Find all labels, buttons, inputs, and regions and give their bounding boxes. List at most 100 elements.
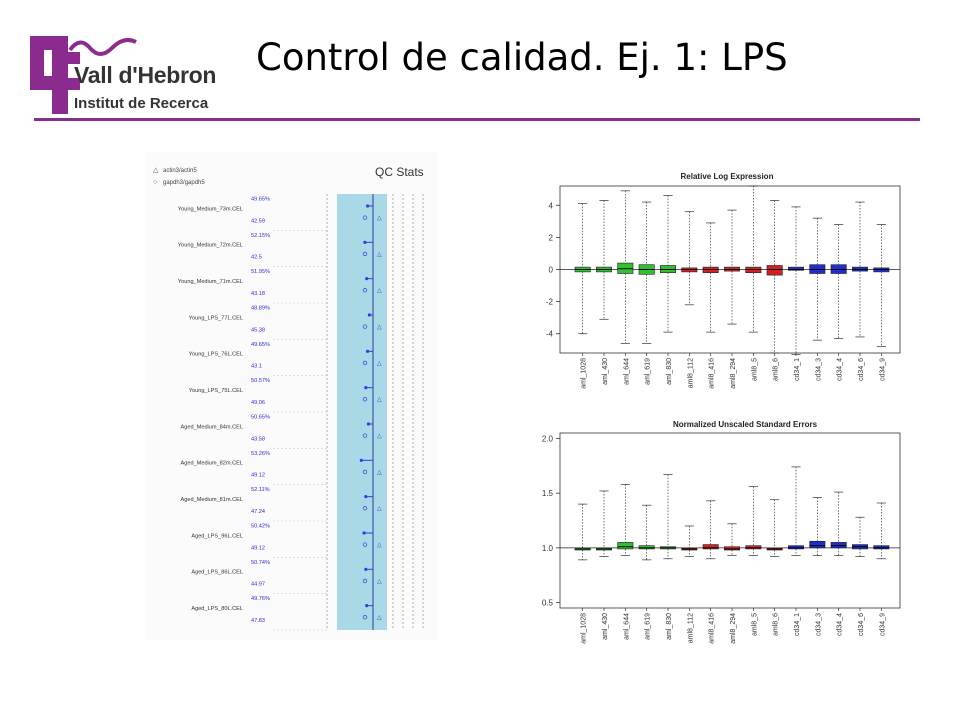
x-tick-label: aml_644: [623, 358, 630, 385]
qc-scale-factor-point: [362, 531, 366, 535]
logo-line2: Institut de Recerca: [74, 95, 209, 112]
rle-plot: Relative Log Expression -4 -2 0 2 4 aml_1028 a…: [546, 172, 901, 389]
qc-sample-label: Aged_Medium_81m.CEL: [181, 497, 244, 503]
qc-sample-label: Young_LPS_77L.CEL: [189, 315, 243, 321]
plot-frame: [559, 432, 901, 609]
qc-percent-present: 53.26%: [251, 451, 270, 457]
qc-background: 43.1: [251, 364, 262, 370]
y-tick-label: 0.5: [542, 599, 554, 608]
qc-scale-factor-point: [366, 349, 370, 353]
qc-percent-present: 50.42%: [251, 524, 270, 530]
qc-gapdh-marker: [362, 397, 368, 402]
x-tick-label: aml_1028: [581, 358, 588, 389]
box: [873, 545, 890, 550]
x-tick-label: cd34_1: [794, 613, 801, 636]
y-tick-label: 2.0: [542, 434, 554, 443]
qc-actin-marker: △: [377, 288, 382, 294]
slide-title: Control de calidad. Ej. 1: LPS: [256, 36, 788, 79]
y-tick-label: -2: [546, 298, 554, 307]
qc-actin-marker: △: [377, 324, 382, 330]
qc-scale-factor-point: [364, 567, 368, 571]
qc-sample-label: Young_Medium_72m.CEL: [178, 243, 243, 249]
qc-sample-label: Young_LPS_76L.CEL: [189, 352, 243, 358]
qc-percent-present: 49.76%: [251, 596, 270, 602]
qc-scale-factor-point: [366, 204, 370, 208]
logo-line1: Vall d'Hebron: [74, 62, 217, 88]
qc-percent-present: 49.65%: [251, 342, 270, 348]
x-tick-label: aml_830: [666, 613, 673, 640]
qc-scale-factor-point: [363, 240, 367, 244]
qc-actin-marker: △: [377, 215, 382, 221]
qc-sample-label: Aged_Medium_84m.CEL: [181, 424, 244, 430]
qc-actin-marker: △: [377, 579, 382, 585]
nuse-panel: Normalized Unscaled Standard Errors 0.5 1…: [520, 418, 912, 652]
box: [809, 540, 826, 549]
qc-actin-marker: △: [377, 542, 382, 548]
x-tick-label: cd34_3: [815, 358, 822, 381]
qc-gapdh-marker: [362, 324, 368, 329]
x-tick-label: aml_619: [645, 358, 652, 385]
x-tick-label: cd34_4: [837, 613, 844, 636]
qc-scale-factor-point: [364, 495, 368, 499]
box: [788, 545, 804, 550]
x-tick-label: aml_830: [666, 358, 673, 385]
qc-gapdh-marker: [362, 578, 368, 584]
qc-background: 42.59: [251, 218, 265, 224]
box: [766, 265, 783, 276]
qc-scale-factor-point: [359, 458, 363, 462]
qc-background: 43.58: [251, 436, 265, 442]
qc-gapdh-marker: [362, 615, 368, 620]
qc-title: QC Stats: [375, 165, 424, 179]
qc-sample-label: Aged_Medium_82m.CEL: [181, 461, 244, 467]
qc-gapdh-marker: [362, 288, 368, 293]
y-tick-label: 2: [549, 233, 554, 242]
qc-actin-marker: △: [377, 252, 382, 258]
qc-scale-factor-point: [366, 422, 371, 426]
x-tick-label: aml_644: [623, 613, 630, 640]
qc-percent-present: 48.89%: [251, 306, 270, 312]
qc-gapdh-marker: [362, 433, 368, 438]
qc-actin-marker: △: [377, 361, 382, 367]
x-tick-label: aml_430: [602, 358, 609, 385]
qc-background: 42.5: [251, 255, 262, 261]
x-tick-label: aml_619: [645, 613, 652, 640]
legend-label-actin: actin3/actin5: [163, 168, 197, 174]
qc-sample-label: Aged_LPS_80L.CEL: [191, 606, 243, 612]
qc-scale-factor-point: [367, 313, 371, 317]
qc-gapdh-marker: [362, 506, 368, 511]
rle-panel: Relative Log Expression -4 -2 0 2 4 aml_1028 a…: [520, 167, 912, 395]
qc-percent-present: 49.65%: [251, 197, 270, 203]
qc-gapdh-marker: [362, 542, 368, 547]
qc-background: 47.24: [251, 509, 265, 515]
box: [788, 266, 804, 271]
qc-actin-marker: △: [377, 506, 382, 512]
x-tick-label: aml8_6: [773, 613, 780, 636]
qc-gapdh-marker: [362, 215, 368, 220]
qc-actin-marker: △: [377, 433, 382, 439]
x-tick-label: cd34_6: [858, 613, 865, 636]
x-tick-label: aml8_6: [773, 358, 780, 381]
y-tick-label: 4: [549, 201, 554, 210]
box: [617, 542, 634, 550]
qc-actin-marker: △: [377, 397, 382, 403]
x-tick-label: cd34_1: [794, 358, 801, 381]
qc-scale-factor-point: [364, 386, 368, 390]
box: [638, 545, 655, 550]
vhir-cross-icon: [30, 36, 80, 114]
qc-background: 44.97: [251, 582, 265, 588]
qc-background: 49.12: [251, 473, 265, 479]
x-tick-label: cd34_9: [879, 613, 886, 636]
title-rule: [34, 118, 920, 121]
x-tick-label: cd34_4: [837, 358, 844, 381]
qc-stats-panel: QC Stats △ actin3/actin5 ○ gapdh3/gapdh5…: [145, 152, 437, 640]
qc-gapdh-marker: [362, 251, 368, 257]
qc-actin-marker: △: [377, 615, 382, 621]
x-tick-label: cd34_3: [815, 613, 822, 636]
qc-gapdh-marker: [362, 469, 368, 475]
qc-shaded-band: [337, 194, 387, 630]
x-tick-label: aml8_416: [709, 358, 716, 389]
qc-background: 49.12: [251, 545, 265, 551]
qc-gapdh-marker: [362, 360, 368, 366]
x-tick-label: aml8_5: [751, 358, 758, 381]
x-tick-label: aml_430: [602, 613, 609, 640]
